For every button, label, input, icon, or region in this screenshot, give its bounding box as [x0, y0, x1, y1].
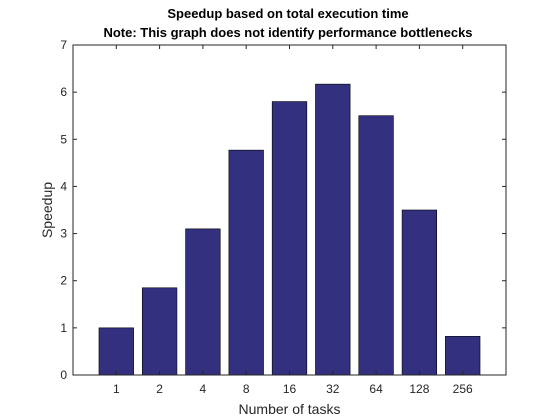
x-tick-label: 1 [113, 382, 120, 396]
x-tick-label: 32 [326, 382, 340, 396]
y-tick-label: 3 [60, 227, 67, 241]
bar-32 [315, 83, 351, 376]
bar-4 [185, 228, 221, 376]
x-tick-label: 2 [156, 382, 163, 396]
x-tick-label: 8 [243, 382, 250, 396]
y-tick-label: 6 [60, 85, 67, 99]
bar-64 [358, 115, 394, 376]
x-axis-label: Number of tasks [239, 401, 341, 417]
y-tick-label: 0 [60, 368, 67, 382]
chart-subtitle: Note: This graph does not identify perfo… [103, 25, 472, 40]
bars-group [98, 83, 481, 376]
bar-1 [98, 327, 134, 376]
y-tick-label: 7 [60, 38, 67, 52]
bar-128 [401, 209, 438, 376]
x-tick-label: 4 [200, 382, 207, 396]
x-tick-label: 256 [453, 382, 473, 396]
bar-16 [271, 101, 308, 376]
y-tick-label: 2 [60, 274, 67, 288]
y-tick-label: 4 [60, 179, 67, 193]
x-tick-label: 128 [409, 382, 429, 396]
axes-box [72, 44, 507, 376]
chart-title: Speedup based on total execution time [167, 6, 408, 21]
y-tick-label: 1 [60, 321, 67, 335]
x-tick-label: 64 [369, 382, 383, 396]
x-axis-ticks: 1 2 4 8 16 32 64 128 256 [113, 45, 473, 396]
y-tick-label: 5 [60, 132, 67, 146]
bar-2 [141, 287, 178, 376]
y-axis-label: Speedup [39, 182, 55, 238]
x-tick-label: 16 [283, 382, 297, 396]
bar-256 [445, 336, 481, 376]
bar-8 [228, 149, 264, 376]
